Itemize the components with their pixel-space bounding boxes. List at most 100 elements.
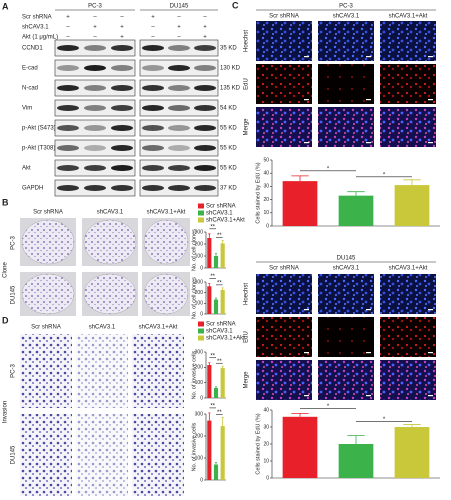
- band: [111, 65, 133, 71]
- error-bar: [208, 233, 211, 238]
- bar: [220, 243, 225, 268]
- band: [142, 105, 164, 111]
- band: [57, 65, 79, 71]
- y-tick-label: 300: [195, 229, 204, 235]
- band: [84, 185, 106, 191]
- band: [57, 185, 79, 191]
- bar: [213, 299, 219, 314]
- sign: –: [203, 15, 207, 21]
- column-label: Scr shRNA: [33, 210, 63, 216]
- column-label: Scr shRNA: [269, 14, 299, 20]
- row-label: PC-3: [11, 364, 17, 378]
- sign: +: [66, 15, 70, 21]
- y-tick-label: 10: [263, 458, 269, 464]
- scale-bar: [428, 309, 433, 311]
- sign: +: [203, 35, 207, 41]
- dish: [83, 219, 137, 265]
- band: [111, 125, 133, 131]
- column-label: shCAV3.1: [89, 325, 116, 331]
- y-tick-label: 100: [195, 301, 204, 307]
- blot-label: p-Akt (T308): [22, 146, 55, 152]
- error-bar: [208, 362, 211, 366]
- y-tick-label: 200: [195, 241, 204, 247]
- row-label: Merge: [244, 118, 250, 136]
- scale-bar: [304, 352, 309, 354]
- micrograph: [132, 414, 184, 496]
- legend-label: shCAV3.1: [206, 329, 233, 335]
- error-bar: [214, 462, 218, 465]
- sign: –: [93, 15, 97, 21]
- sig-label: **: [210, 403, 215, 409]
- blot-size: 130 KD: [220, 66, 241, 72]
- band: [84, 65, 106, 71]
- legend-label: Scr shRNA: [206, 322, 236, 328]
- error-bar: [221, 365, 224, 369]
- section-title: PC-3: [339, 4, 353, 10]
- sign: –: [177, 35, 181, 41]
- sign: +: [203, 25, 207, 31]
- side-label: Clone: [3, 262, 9, 278]
- micrograph: [318, 360, 374, 400]
- condition-label: shCAV3.1: [22, 25, 49, 31]
- row-label: Hoechst: [244, 30, 250, 52]
- micrograph: [380, 360, 436, 400]
- sign: –: [66, 25, 70, 31]
- micrograph: [380, 64, 436, 104]
- dish: [143, 273, 189, 315]
- sig-label: *: [327, 404, 330, 410]
- band: [168, 65, 190, 71]
- micrograph: [132, 334, 184, 408]
- y-tick-label: 40: [263, 407, 269, 413]
- bar: [207, 420, 212, 480]
- scale-bar: [428, 99, 433, 101]
- error-bar: [291, 413, 309, 417]
- bar: [207, 238, 212, 268]
- scale-bar: [304, 142, 309, 144]
- band: [194, 185, 216, 191]
- row-label: EdU: [244, 78, 250, 90]
- band: [168, 105, 190, 111]
- legend-swatch: [198, 321, 204, 327]
- error-bar: [403, 179, 421, 186]
- band: [84, 165, 106, 171]
- y-axis-label: Cells stained by EdU (%): [255, 162, 261, 223]
- micrograph: [380, 107, 436, 147]
- band: [168, 85, 190, 91]
- panel-label: D: [2, 315, 9, 325]
- y-tick-label: 0: [200, 477, 203, 483]
- sign: –: [151, 35, 155, 41]
- y-tick-label: 100: [195, 380, 204, 386]
- error-bar: [347, 191, 365, 196]
- bar: [282, 181, 318, 226]
- dish: [21, 273, 75, 315]
- band: [168, 185, 190, 191]
- sign: +: [120, 25, 124, 31]
- error-bar: [347, 435, 365, 444]
- error-bar: [208, 283, 211, 287]
- column-label: Scr shRNA: [269, 266, 299, 272]
- blot-size: 54 KD: [220, 106, 237, 112]
- column-label: shCAV3.1: [333, 14, 360, 20]
- scale-bar: [428, 395, 433, 397]
- y-tick-label: 20: [263, 441, 269, 447]
- band: [111, 145, 133, 151]
- band: [168, 145, 190, 151]
- group-title: DU145: [170, 4, 189, 10]
- y-tick-label: 100: [195, 253, 204, 259]
- column-label: shCAV3.1+Akt: [389, 266, 428, 272]
- y-tick-label: 300: [195, 411, 204, 417]
- micrograph: [256, 317, 312, 357]
- y-tick-label: 100: [195, 455, 204, 461]
- legend-swatch: [198, 217, 204, 223]
- dish: [143, 219, 189, 265]
- y-axis-label: Cells stained by EdU (%): [255, 413, 261, 474]
- band: [142, 125, 164, 131]
- micrograph: [318, 317, 374, 357]
- sig-label: **: [217, 233, 222, 239]
- band: [194, 65, 216, 71]
- side-label: Invasion: [3, 401, 9, 423]
- band: [194, 45, 216, 51]
- bar: [213, 256, 219, 268]
- band: [84, 45, 106, 51]
